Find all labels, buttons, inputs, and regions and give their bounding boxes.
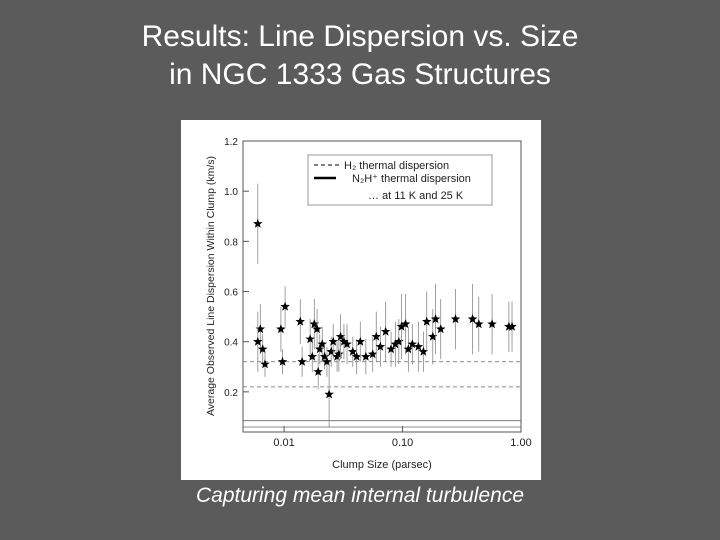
data-point [317, 339, 327, 349]
data-point [295, 316, 305, 326]
data-point [380, 326, 391, 336]
x-tick-label: 0.10 [392, 437, 413, 449]
data-point [430, 314, 441, 324]
legend-label: H₂ thermal dispersion [344, 160, 449, 172]
data-point [297, 356, 307, 366]
x-tick-label: 0.01 [273, 437, 294, 449]
data-point [334, 349, 344, 359]
data-point [351, 351, 362, 361]
x-tick-label: 1.00 [510, 437, 531, 449]
data-point [394, 336, 404, 346]
y-axis-label: Average Observed Line Dispersion Within … [205, 156, 217, 416]
data-point [324, 389, 334, 399]
legend-label: N₂H⁺ thermal dispersion [352, 173, 471, 185]
x-axis-label: Clump Size (parsec) [332, 459, 432, 471]
legend-box [307, 154, 493, 206]
y-tick-label: 0.8 [224, 237, 238, 248]
data-point [305, 334, 315, 344]
plot-frame [242, 140, 522, 433]
data-point [328, 336, 338, 346]
data-point [315, 344, 325, 354]
data-point [403, 344, 414, 354]
data-point [319, 351, 330, 361]
data-point [257, 344, 268, 354]
data-point [253, 336, 263, 346]
y-tick-label: 0.4 [224, 338, 238, 349]
data-point [422, 316, 432, 326]
data-point [371, 331, 381, 341]
data-point [507, 321, 517, 331]
y-tick-label: 1.0 [224, 187, 238, 198]
data-point [276, 324, 286, 334]
data-point [326, 346, 336, 356]
data-point [307, 351, 317, 361]
data-point [322, 356, 332, 366]
data-point [339, 336, 349, 346]
data-point [312, 324, 322, 334]
title-line: Results: Line Dispersion vs. Size [141, 20, 579, 53]
data-point [335, 331, 346, 341]
data-point [436, 324, 446, 334]
data-point [253, 218, 263, 228]
data-point [487, 319, 497, 329]
data-point [407, 339, 418, 349]
data-point [348, 346, 358, 356]
data-point [467, 314, 478, 324]
y-tick-label: 0.6 [224, 288, 238, 299]
caption: Capturing mean internal turbulence [195, 484, 525, 507]
data-point [355, 336, 366, 346]
y-tick-label: 1.2 [224, 137, 238, 148]
data-point [368, 349, 378, 359]
data-point [313, 366, 323, 376]
data-point [390, 339, 401, 349]
data-point [418, 346, 429, 356]
data-point [260, 359, 270, 369]
y-tick-label: 0.2 [224, 388, 238, 399]
data-point [280, 301, 290, 311]
data-point [361, 351, 371, 361]
data-point [428, 331, 438, 341]
data-point [450, 314, 461, 324]
data-point [309, 319, 320, 329]
data-point [474, 319, 484, 329]
data-point [277, 356, 288, 366]
data-point [255, 324, 266, 334]
data-point [342, 339, 352, 349]
title-line: in NGC 1333 Gas Structures [169, 58, 551, 91]
data-point [400, 319, 411, 329]
data-point [413, 341, 424, 351]
legend-note: … at 11 K and 25 K [368, 190, 464, 202]
data-point [375, 341, 386, 351]
data-point [386, 344, 396, 354]
data-point [396, 321, 407, 331]
